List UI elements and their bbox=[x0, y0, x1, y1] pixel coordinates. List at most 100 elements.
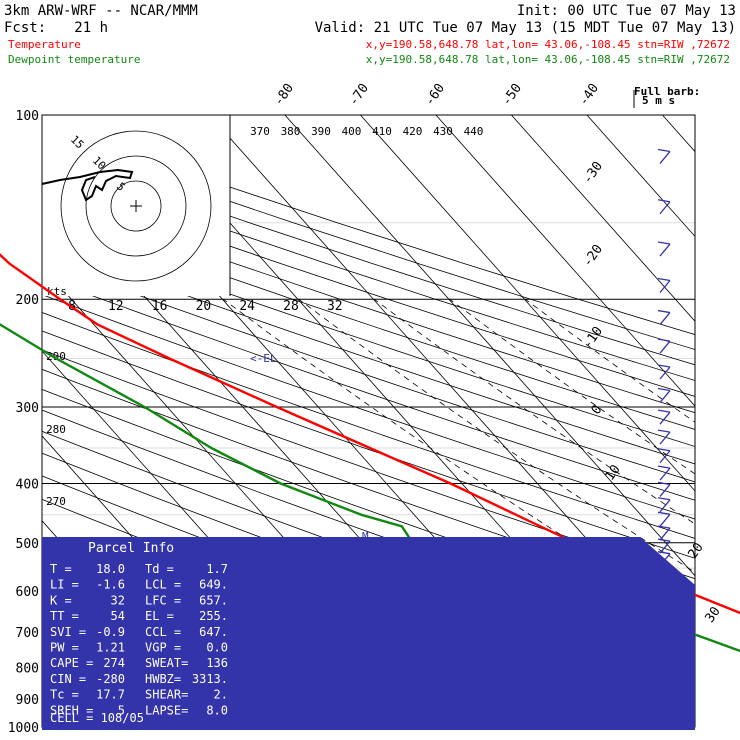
parcel-info-value: 649. bbox=[199, 578, 228, 592]
hodograph-speed-label: 24 bbox=[239, 299, 255, 314]
wind-barb-flag bbox=[657, 481, 671, 486]
wind-barb bbox=[659, 527, 671, 541]
parcel-info-label: LCL = bbox=[145, 578, 181, 592]
parcel-info-value: 17.7 bbox=[96, 688, 125, 702]
pressure-tick-label: 400 bbox=[16, 477, 39, 492]
wind-barb-flag bbox=[657, 148, 671, 153]
isotherm-label: 0 bbox=[589, 402, 606, 417]
dry-adiabat bbox=[42, 195, 695, 414]
parcel-info-value: 3313. bbox=[192, 672, 228, 686]
wind-barb bbox=[659, 513, 671, 527]
wind-barb-flag bbox=[657, 525, 671, 529]
pressure-tick-label: 300 bbox=[16, 401, 39, 416]
theta-e-label: 370 bbox=[250, 125, 270, 138]
moist-adiabat bbox=[373, 298, 695, 525]
parcel-info-value: 274 bbox=[103, 656, 125, 670]
forecast-hour: 21 h bbox=[74, 20, 108, 36]
pressure-tick-label: 500 bbox=[16, 537, 39, 552]
pressure-tick-label: 600 bbox=[16, 585, 39, 600]
valid-time: Valid: 21 UTC Tue 07 May 13 (15 MDT Tue … bbox=[315, 20, 736, 36]
legend-dewpoint-location: x,y=190.58,648.78 lat,lon= 43.06,-108.45… bbox=[366, 53, 730, 66]
parcel-info-value: 5 bbox=[118, 703, 125, 717]
hodograph-speed-label: 20 bbox=[196, 299, 212, 314]
parcel-info-label: PW = bbox=[50, 641, 79, 655]
legend-temperature: Temperature bbox=[8, 38, 81, 51]
parcel-info-value: 255. bbox=[199, 609, 228, 623]
theta-e-label: 410 bbox=[372, 125, 392, 138]
parcel-info-background bbox=[42, 537, 695, 730]
wind-barb bbox=[659, 366, 671, 380]
legend-dewpoint: Dewpoint temperature bbox=[8, 53, 140, 66]
pressure-tick-label: 800 bbox=[16, 662, 39, 677]
barb-legend-units: 5 m s bbox=[642, 94, 675, 107]
parcel-info-value: 1.21 bbox=[96, 641, 125, 655]
parcel-info-label: LFC = bbox=[145, 593, 181, 607]
dry-adiabat bbox=[42, 210, 695, 430]
hodograph-ring bbox=[60, 130, 212, 282]
isotherm-label: 20 bbox=[685, 540, 706, 561]
dry-adiabat bbox=[42, 259, 695, 483]
wind-barb-flag bbox=[657, 409, 671, 413]
dry-adiabat bbox=[42, 276, 695, 501]
wind-barb-flag bbox=[657, 538, 671, 542]
theta-label: 280 bbox=[46, 423, 66, 436]
isotherm-line bbox=[511, 115, 695, 322]
parcel-info-label: CAPE = bbox=[50, 656, 93, 670]
wind-barb bbox=[659, 280, 671, 293]
parcel-info-value: -1.6 bbox=[96, 578, 125, 592]
wind-barb bbox=[659, 411, 671, 425]
parcel-info-label: SWEAT= bbox=[145, 656, 188, 670]
isotherm-label: -40 bbox=[576, 81, 602, 109]
moist-adiabat bbox=[298, 298, 695, 573]
wind-barb bbox=[659, 243, 671, 257]
wind-barb bbox=[659, 390, 671, 403]
theta-e-label: 440 bbox=[464, 125, 484, 138]
parcel-info-label: T = bbox=[50, 562, 72, 576]
parcel-info-label: Tc = bbox=[50, 688, 79, 702]
isotherm-label: -10 bbox=[580, 324, 606, 352]
isotherm-line bbox=[586, 115, 695, 238]
theta-label: 270 bbox=[46, 495, 66, 508]
moist-adiabat bbox=[449, 298, 695, 475]
isotherm-label: -60 bbox=[422, 81, 448, 109]
theta-e-label: 430 bbox=[433, 125, 453, 138]
wind-barb-flag bbox=[657, 511, 671, 515]
pressure-tick-label: 900 bbox=[16, 693, 39, 708]
hodograph-ring bbox=[110, 180, 162, 232]
wind-barb bbox=[659, 151, 671, 164]
wind-barb-flag bbox=[657, 551, 671, 555]
parcel-info-label: K = bbox=[50, 593, 72, 607]
theta-e-label: 380 bbox=[281, 125, 301, 138]
wind-barb-flag bbox=[657, 364, 671, 368]
wind-barb bbox=[659, 467, 671, 481]
barb-legend-title: Full barb: bbox=[634, 85, 700, 98]
parcel-info-label: VGP = bbox=[145, 641, 181, 655]
dry-adiabat bbox=[42, 330, 695, 559]
parcel-info-value: 0.0 bbox=[206, 641, 228, 655]
wind-barb-flag bbox=[657, 309, 671, 314]
dry-adiabat bbox=[42, 150, 695, 366]
dry-adiabat bbox=[42, 226, 695, 447]
isotherm-label: -30 bbox=[580, 159, 606, 187]
parcel-info-value: 2. bbox=[214, 688, 228, 702]
dry-adiabat bbox=[42, 164, 695, 381]
pressure-tick-label: 1000 bbox=[8, 721, 39, 736]
parcel-info-label: LI = bbox=[50, 578, 79, 592]
wind-barb-flag bbox=[657, 429, 671, 433]
isotherm-line bbox=[360, 115, 695, 492]
dry-adiabat bbox=[42, 312, 695, 539]
isotherm-line bbox=[435, 115, 695, 407]
parcel-info-label: CCL = bbox=[145, 625, 181, 639]
wind-barb bbox=[659, 450, 671, 464]
parcel-info-value: 18.0 bbox=[96, 562, 125, 576]
parcel-info-value: 54 bbox=[111, 609, 125, 623]
isotherm-label: -20 bbox=[580, 242, 606, 270]
legend-temperature-location: x,y=190.58,648.78 lat,lon= 43.06,-108.45… bbox=[366, 38, 730, 51]
pressure-tick-label: 100 bbox=[16, 109, 39, 124]
parcel-info-label: SREH = bbox=[50, 703, 93, 717]
parcel-marker-label: M bbox=[362, 530, 369, 543]
wind-barb bbox=[659, 340, 671, 354]
parcel-info-label: LAPSE= bbox=[145, 703, 188, 717]
theta-e-label: 390 bbox=[311, 125, 331, 138]
